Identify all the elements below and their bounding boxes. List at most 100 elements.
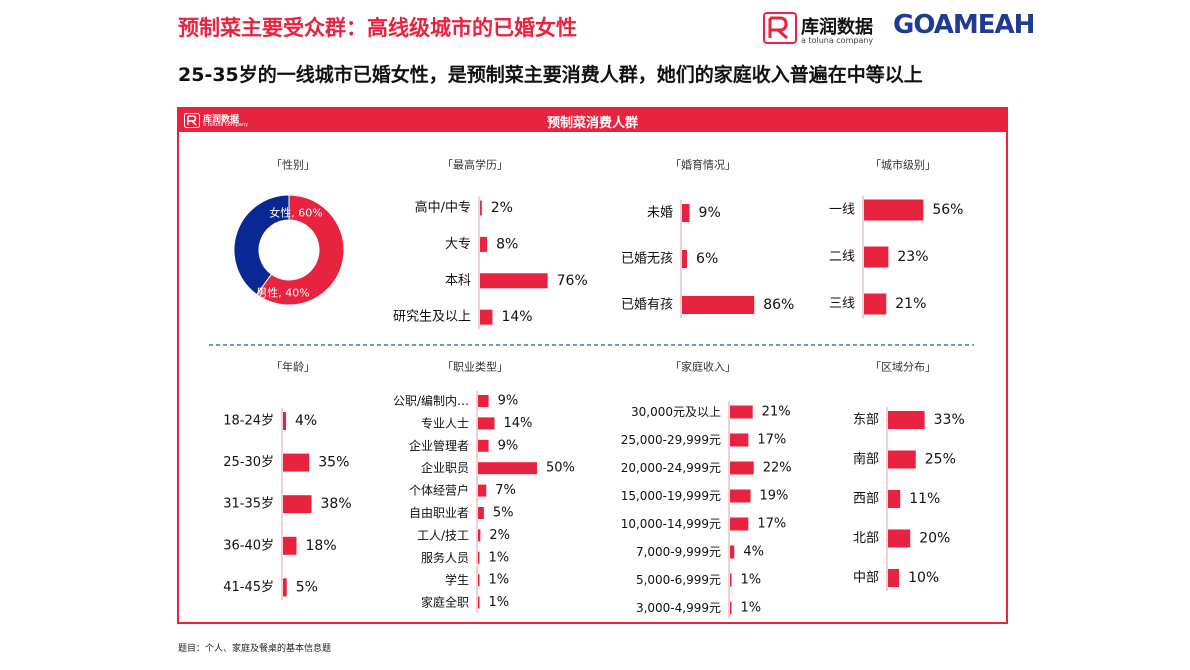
consumer-profile-panel: 库润数据 a toluna company 预制菜消费人群 「最高学历」 高中/中… <box>177 107 1008 624</box>
age-bar <box>283 412 286 430</box>
marriage-bar <box>682 204 690 222</box>
city-value-label: 21% <box>895 296 926 312</box>
gender-slice <box>255 194 345 306</box>
region-category-label: 南部 <box>853 451 879 467</box>
city-value-label: 56% <box>932 202 963 218</box>
region-bar <box>888 569 900 587</box>
age-value-label: 5% <box>296 579 318 595</box>
occupation-value-label: 9% <box>498 438 519 453</box>
occupation-category-label: 家庭全职 <box>421 595 469 610</box>
city-value-label: 23% <box>897 249 928 265</box>
education-category-label: 大专 <box>445 237 471 252</box>
age-category-label: 25-30岁 <box>223 455 274 470</box>
age-value-label: 18% <box>306 538 337 554</box>
region-value-label: 25% <box>925 452 956 468</box>
page-title: 预制菜主要受众群：高线级城市的已婚女性 <box>178 16 577 40</box>
panel-logo-tagline: a toluna company <box>203 122 249 128</box>
income-bar <box>730 433 749 447</box>
education-category-label: 研究生及以上 <box>393 310 471 325</box>
education-value-label: 14% <box>501 309 532 325</box>
income-bar <box>730 461 754 475</box>
brand-logo-mark-icon <box>763 12 797 44</box>
education-value-label: 76% <box>557 273 588 289</box>
region-category-label: 北部 <box>853 531 879 546</box>
occupation-bar <box>478 574 480 587</box>
marriage-bar <box>682 250 688 268</box>
income-category-label: 10,000-14,999元 <box>621 517 721 531</box>
occupation-bar <box>478 462 537 475</box>
occupation-bar <box>478 395 489 407</box>
marriage-category-label: 已婚无孩 <box>621 252 673 267</box>
occupation-value-label: 50% <box>546 461 575 476</box>
education-bar <box>480 236 488 252</box>
age-value-label: 35% <box>318 455 349 471</box>
occupation-category-label: 企业管理者 <box>409 438 469 453</box>
region-value-label: 33% <box>934 412 965 428</box>
gender-slice <box>233 194 290 296</box>
income-value-label: 1% <box>741 573 762 588</box>
occupation-value-label: 5% <box>493 506 514 521</box>
income-category-label: 7,000-9,999元 <box>636 545 721 559</box>
region-bar <box>888 450 916 469</box>
city-bar <box>864 293 887 315</box>
income-bar <box>730 601 732 615</box>
income-value-label: 21% <box>762 405 791 420</box>
region-value-label: 10% <box>908 570 939 586</box>
income-value-label: 1% <box>741 601 762 616</box>
occupation-category-label: 公职/编制内… <box>393 393 469 408</box>
income-category-label: 15,000-19,999元 <box>621 489 721 503</box>
occupation-bar <box>478 596 480 609</box>
income-category-label: 5,000-6,999元 <box>636 573 721 587</box>
marriage-value-label: 86% <box>763 297 794 313</box>
marriage-category-label: 未婚 <box>647 206 673 221</box>
education-bar <box>480 200 482 216</box>
region-category-label: 中部 <box>853 571 879 586</box>
region-category-label: 东部 <box>853 413 879 428</box>
panel-logo-name: 库润数据 <box>203 115 240 125</box>
age-title: 「年龄」 <box>271 360 315 374</box>
age-bar <box>283 495 312 514</box>
gender-male-label: 男性, 40% <box>256 286 309 300</box>
income-category-label: 3,000-4,999元 <box>636 601 721 615</box>
occupation-category-label: 企业职员 <box>421 460 469 475</box>
region-bar <box>888 490 901 508</box>
region-value-label: 20% <box>919 531 950 547</box>
age-category-label: 36-40岁 <box>223 538 274 553</box>
occupation-category-label: 个体经营户 <box>409 483 469 498</box>
age-bar <box>283 536 297 555</box>
occupation-category-label: 学生 <box>445 572 469 587</box>
panel-header: 库润数据 a toluna company 预制菜消费人群 <box>179 109 1006 132</box>
income-bar <box>730 517 749 531</box>
occupation-value-label: 1% <box>489 573 510 588</box>
income-value-label: 17% <box>757 433 786 448</box>
education-value-label: 8% <box>496 236 518 252</box>
marriage-value-label: 6% <box>696 251 718 267</box>
occupation-value-label: 7% <box>495 483 516 498</box>
income-category-label: 30,000元及以上 <box>631 405 721 419</box>
brand-logo: 库润数据 a toluna company <box>763 12 883 46</box>
gender-female-label: 女性, 60% <box>269 206 322 220</box>
income-title: 「家庭收入」 <box>670 360 736 374</box>
occupation-value-label: 14% <box>504 416 533 431</box>
region-category-label: 西部 <box>853 492 879 507</box>
panel-title: 预制菜消费人群 <box>546 116 638 131</box>
occupation-bar <box>478 507 484 519</box>
occupation-bar <box>478 529 481 542</box>
region-title: 「区域分布」 <box>870 361 936 374</box>
region-bar <box>888 529 911 548</box>
brand-logo-name: 库润数据 <box>801 17 873 38</box>
education-bar <box>480 273 548 289</box>
age-bar <box>283 578 287 597</box>
profile-charts: 「最高学历」高中/中专 2% 大专 8% 本科 76% 研究生及以上 14% 「婚育情况」未婚 9… <box>209 158 974 619</box>
income-category-label: 20,000-24,999元 <box>621 461 721 475</box>
region-bar <box>888 411 925 429</box>
education-value-label: 2% <box>491 200 513 216</box>
occupation-bar <box>478 417 495 430</box>
education-title: 「最高学历」 <box>442 158 508 172</box>
occupation-category-label: 工人/技工 <box>417 528 469 542</box>
income-bar <box>730 489 751 503</box>
income-value-label: 17% <box>757 517 786 532</box>
region-value-label: 11% <box>909 491 940 507</box>
occupation-value-label: 1% <box>489 550 510 565</box>
city-bar <box>864 246 889 268</box>
